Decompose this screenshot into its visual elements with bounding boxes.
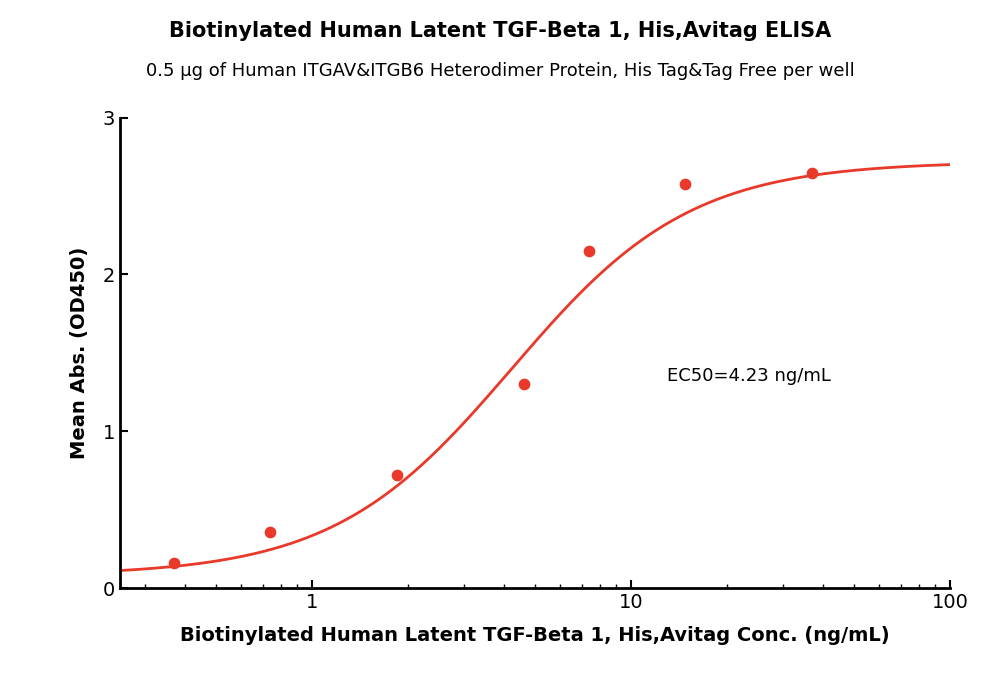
Point: [804, 167, 820, 178]
Point: [166, 558, 182, 569]
Point: [581, 246, 597, 257]
Text: Biotinylated Human Latent TGF-Beta 1, His,Avitag ELISA: Biotinylated Human Latent TGF-Beta 1, Hi…: [169, 21, 831, 41]
Point: [677, 178, 693, 189]
Point: [262, 526, 278, 537]
Y-axis label: Mean Abs. (OD450): Mean Abs. (OD450): [70, 247, 89, 459]
X-axis label: Biotinylated Human Latent TGF-Beta 1, His,Avitag Conc. (ng/mL): Biotinylated Human Latent TGF-Beta 1, Hi…: [180, 626, 890, 645]
Text: 0.5 μg of Human ITGAV&ITGB6 Heterodimer Protein, His Tag&Tag Free per well: 0.5 μg of Human ITGAV&ITGB6 Heterodimer …: [146, 62, 854, 80]
Text: EC50=4.23 ng/mL: EC50=4.23 ng/mL: [667, 367, 831, 385]
Point: [516, 379, 532, 390]
Point: [389, 470, 405, 481]
